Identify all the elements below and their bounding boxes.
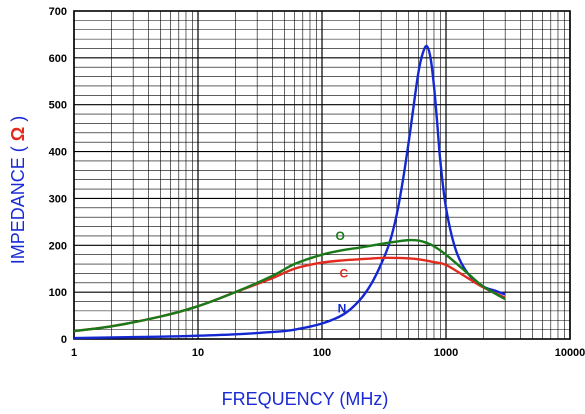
y-axis-title: IMPEDANCE ( Ω ) <box>8 116 28 264</box>
series-labels: N C O <box>335 229 348 316</box>
x-tick-label: 1 <box>71 347 77 359</box>
y-tick-label: 0 <box>61 334 67 346</box>
y-tick-label: 100 <box>49 287 67 299</box>
y-tick-label: 500 <box>49 100 67 112</box>
y-tick-label: 600 <box>49 53 67 65</box>
x-tick-label: 10000 <box>555 347 585 359</box>
series-label-n: N <box>338 302 347 316</box>
series-label-o: O <box>335 229 344 243</box>
y-tick-label: 700 <box>49 6 67 18</box>
x-tick-label: 100 <box>313 347 331 359</box>
x-tick-label: 1000 <box>434 347 458 359</box>
x-axis-title: FREQUENCY (MHz) <box>222 389 389 409</box>
y-tick-label: 200 <box>49 240 67 252</box>
y-axis-title-prefix: IMPEDANCE ( <box>8 141 28 264</box>
y-tick-label: 400 <box>49 147 67 159</box>
tick-labels: 1 10 100 1000 10000 0 100 200 300 400 500 600 700 <box>49 6 585 359</box>
y-axis-title-suffix: ) <box>8 116 28 127</box>
series-label-c: C <box>339 266 348 280</box>
x-tick-label: 10 <box>192 347 204 359</box>
ohm-unit-symbol: Ω <box>8 127 28 141</box>
y-tick-label: 300 <box>49 193 67 205</box>
